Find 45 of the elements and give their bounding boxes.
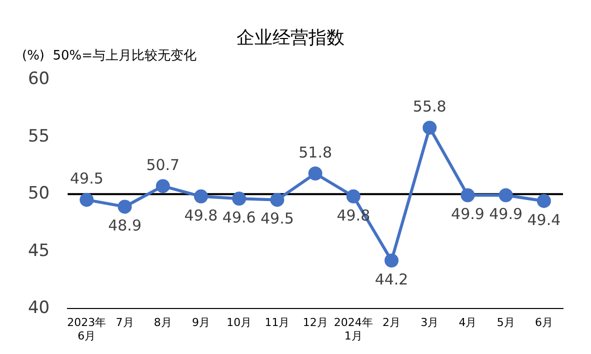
x-tick-label: 4月 — [458, 316, 477, 330]
point — [498, 188, 513, 202]
point — [80, 192, 94, 207]
x-tick-label: 2024年 1月 — [334, 316, 373, 342]
point — [118, 200, 132, 214]
data-label: 44.2 — [374, 270, 408, 288]
y-tick-label: 40 — [28, 298, 50, 318]
chart-title: 企业经营指数 — [236, 27, 344, 48]
data-label: 49.9 — [451, 205, 484, 224]
x-tick-label: 3月 — [420, 316, 439, 330]
data-label: 49.4 — [527, 210, 561, 229]
data-label: 50.7 — [146, 156, 180, 174]
point — [384, 254, 399, 268]
x-tick-label: 5月 — [496, 316, 515, 330]
y-tick-label: 45 — [28, 240, 50, 261]
data-label: 55.8 — [412, 98, 446, 116]
x-tick-label: 10月 — [226, 316, 252, 330]
text: (%) 50%=与上月比较无变化 — [22, 48, 197, 64]
y-tick-label: 55 — [28, 126, 50, 146]
point — [270, 192, 284, 207]
x-tick-label: 2月 — [382, 316, 401, 330]
data-label: 49.8 — [184, 206, 218, 224]
data-label: 49.6 — [222, 208, 256, 227]
point — [346, 189, 360, 204]
point — [308, 166, 322, 180]
x-tick-label: 9月 — [192, 316, 210, 330]
data-label: 49.9 — [489, 205, 523, 224]
x-tick-label: 8月 — [154, 316, 172, 330]
x-tick-label: 11月 — [264, 316, 290, 330]
x-tick-label: 7月 — [116, 316, 134, 330]
point — [460, 188, 475, 202]
y-tick-label: 60 — [28, 69, 50, 90]
point — [536, 194, 551, 208]
y-tick-label: 50 — [28, 184, 50, 204]
point — [156, 179, 170, 194]
data-label: 51.8 — [298, 143, 332, 162]
point — [194, 189, 208, 204]
x-tick-label: 6月 — [534, 316, 553, 330]
point — [422, 120, 437, 135]
point — [232, 192, 246, 206]
data-label: 48.9 — [108, 216, 142, 235]
x-tick-label: 12月 — [302, 316, 328, 330]
data-label: 49.5 — [260, 210, 294, 228]
data-label: 49.5 — [70, 170, 104, 188]
x-tick-label: 2023年 6月 — [67, 316, 106, 342]
